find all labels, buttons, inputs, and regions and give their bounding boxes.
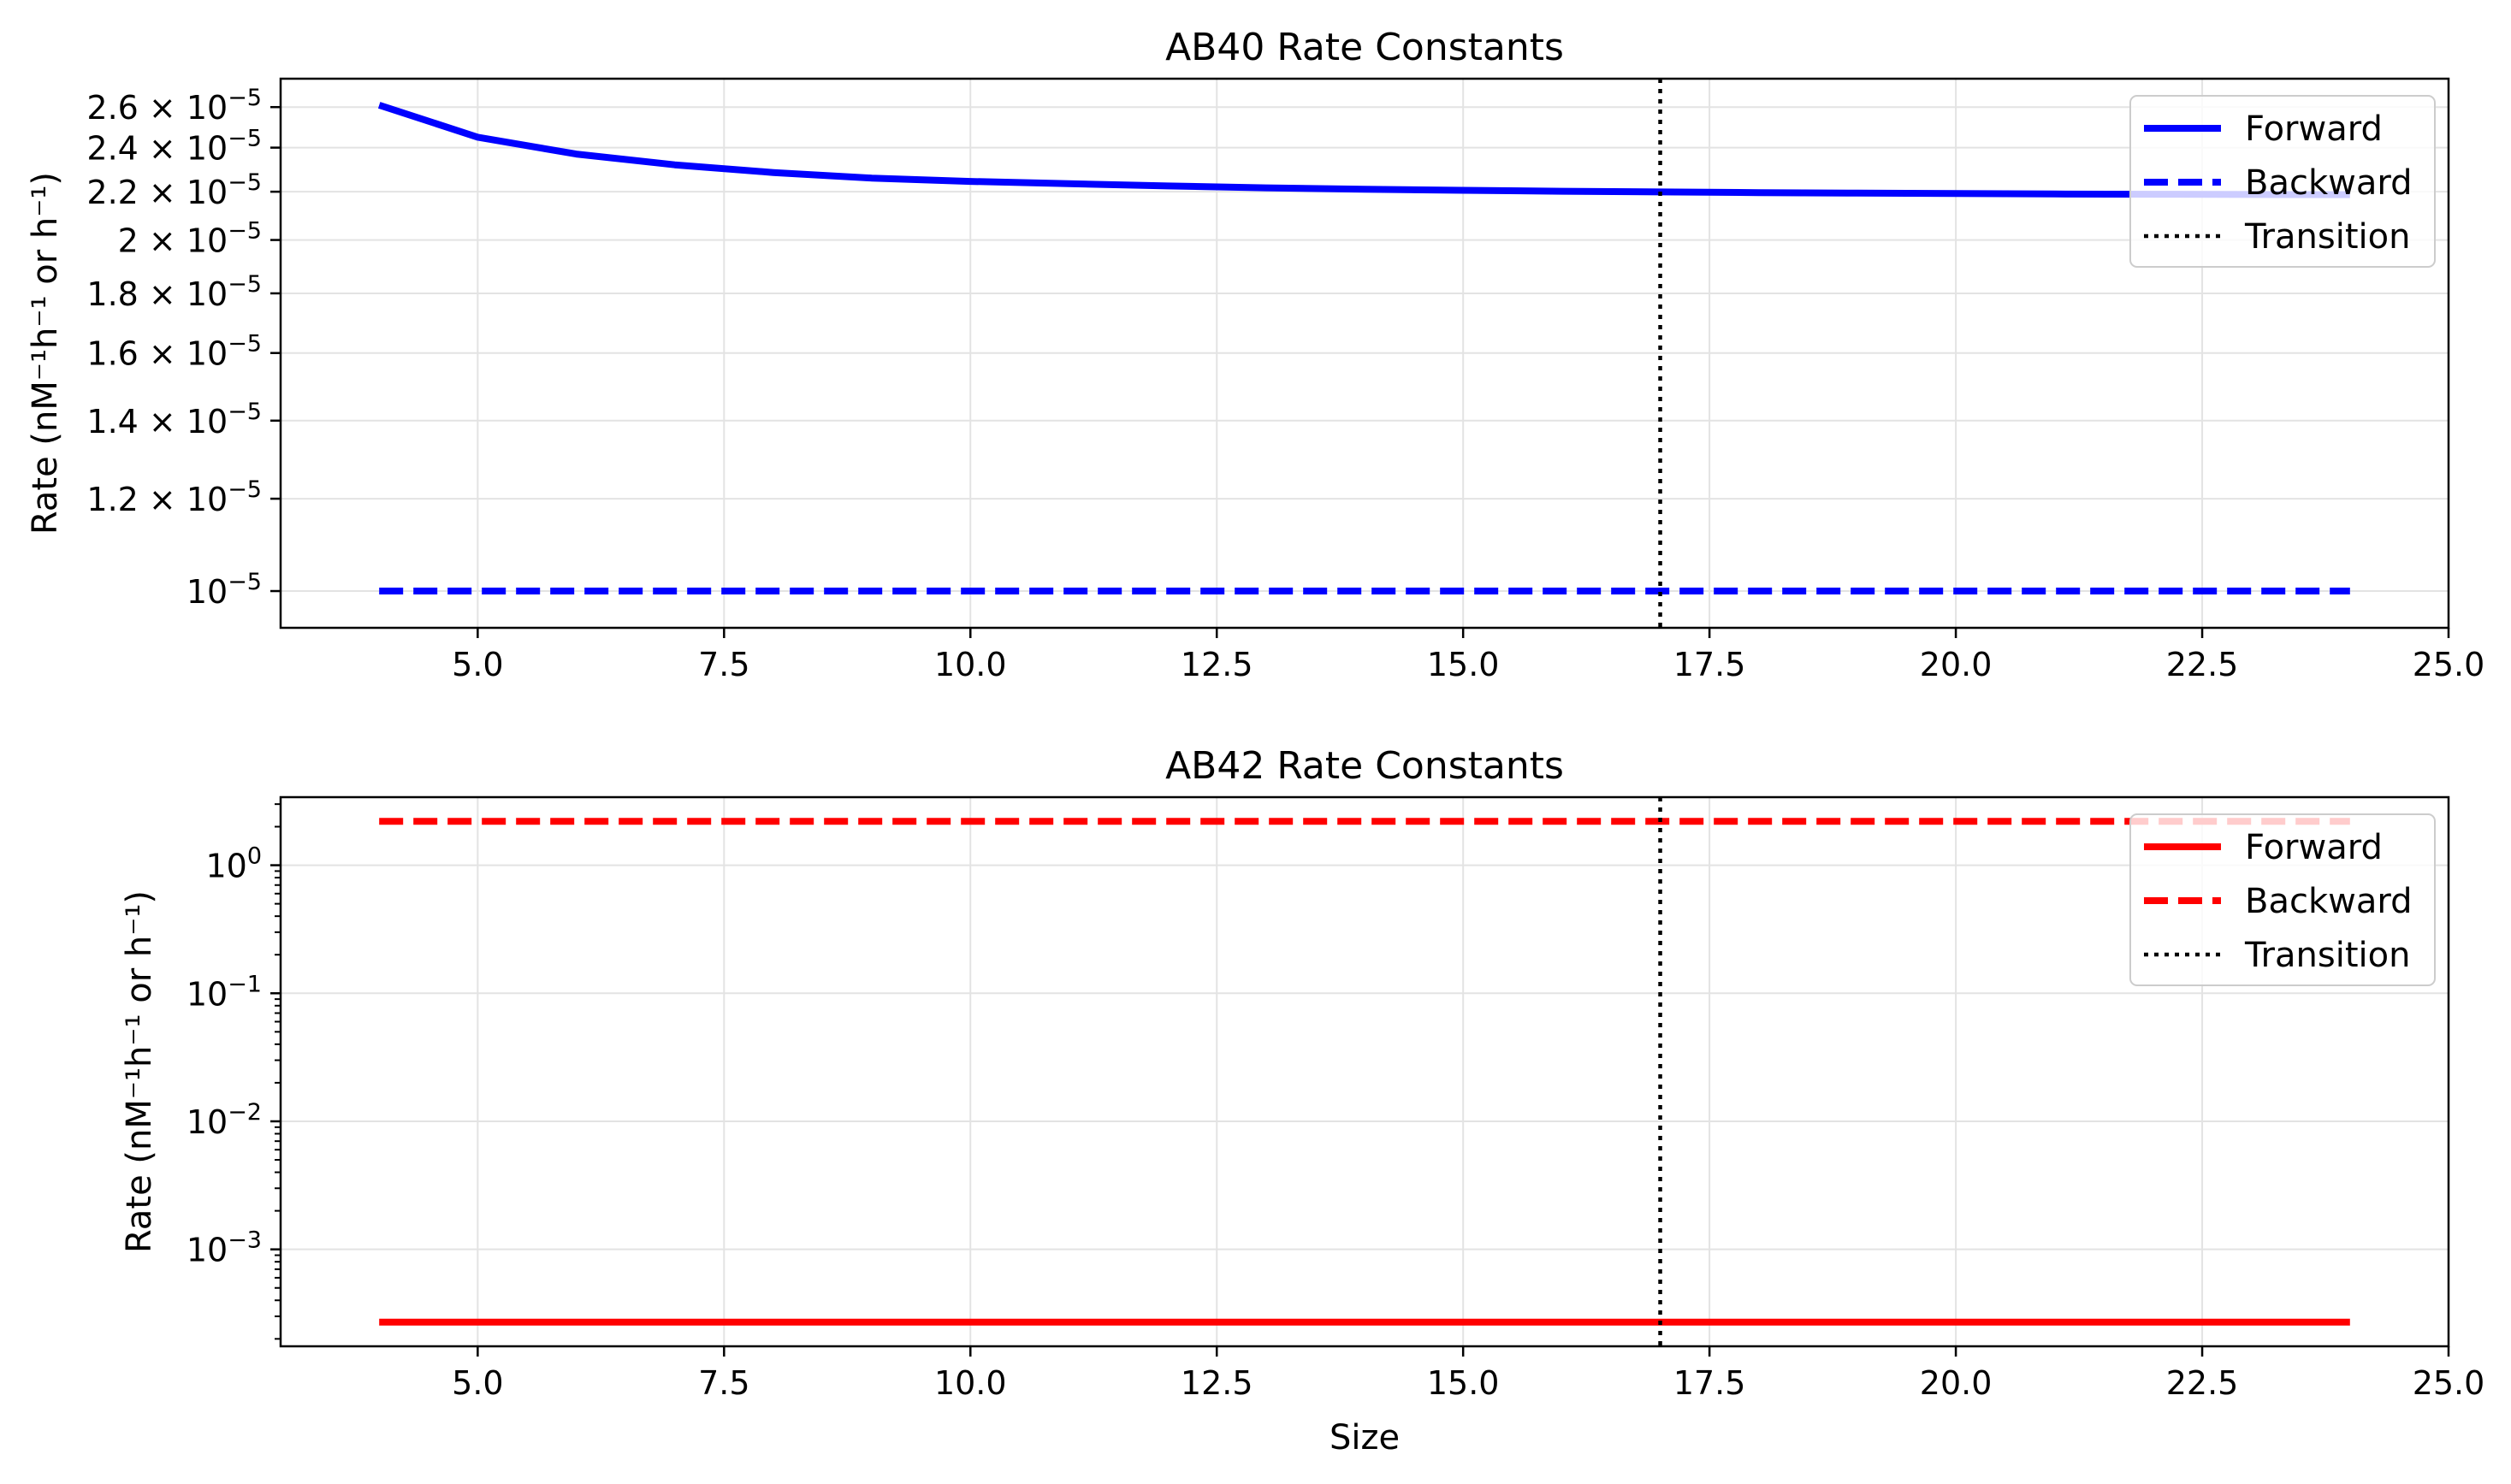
legend-label-transition: Transition <box>2244 936 2410 975</box>
y-tick-label: 2.2 × 10−5 <box>86 169 262 211</box>
x-tick-label: 17.5 <box>1673 1364 1746 1402</box>
plot-area <box>379 797 2350 1346</box>
legend-label-backward: Backward <box>2245 163 2412 203</box>
y-tick-label: 2 × 10−5 <box>118 218 262 260</box>
y-tick-label: 10−3 <box>187 1227 262 1269</box>
legend-label-forward: Forward <box>2245 828 2383 867</box>
chart-title: AB40 Rate Constants <box>1165 26 1564 69</box>
y-tick-label: 2.4 × 10−5 <box>86 126 262 168</box>
x-axis-label: Size <box>1330 1418 1400 1457</box>
x-tick-label: 17.5 <box>1673 646 1746 683</box>
y-tick-label: 10−5 <box>187 569 262 611</box>
y-tick-label: 1.8 × 10−5 <box>86 271 262 313</box>
y-axis-label: Rate (nM⁻¹h⁻¹ or h⁻¹) <box>120 890 159 1253</box>
y-tick-label: 100 <box>205 843 262 885</box>
x-tick-label: 12.5 <box>1181 646 1253 683</box>
x-tick-label: 5.0 <box>452 646 503 683</box>
x-tick-label: 5.0 <box>452 1364 503 1402</box>
y-tick-label: 1.4 × 10−5 <box>86 399 262 440</box>
legend-label-backward: Backward <box>2245 882 2412 921</box>
x-tick-label: 20.0 <box>1920 646 1993 683</box>
x-tick-label: 12.5 <box>1181 1364 1253 1402</box>
chart-title: AB42 Rate Constants <box>1165 744 1564 788</box>
y-tick-label: 10−2 <box>187 1099 262 1141</box>
x-tick-label: 25.0 <box>2413 1364 2485 1402</box>
chart-panel-1: 5.0 7.5 10.0 12.5 15.0 17.5 20.0 22.5 25.0 10−5 1.… <box>26 26 2484 683</box>
x-tick-label: 25.0 <box>2413 646 2485 683</box>
y-tick-label: 2.6 × 10−5 <box>86 85 262 127</box>
y-axis-label: Rate (nM⁻¹h⁻¹ or h⁻¹) <box>26 172 65 535</box>
legend: Forward Backward Transition <box>2129 813 2436 986</box>
plot-area <box>377 79 2350 628</box>
y-tick-label: 10−1 <box>187 971 262 1013</box>
legend-label-forward: Forward <box>2245 109 2383 149</box>
x-tick-label: 20.0 <box>1920 1364 1993 1402</box>
legend-box <box>2129 813 2436 986</box>
x-tick-label: 10.0 <box>934 646 1007 683</box>
x-tick-label: 15.0 <box>1427 646 1500 683</box>
series-line-forward <box>377 102 2350 198</box>
x-tick-label: 22.5 <box>2166 646 2239 683</box>
chart-panel-2: 5.0 7.5 10.0 12.5 15.0 17.5 20.0 22.5 25.0 10−3 10… <box>120 744 2484 1457</box>
legend-box <box>2129 95 2436 268</box>
x-tick-label: 7.5 <box>698 1364 749 1402</box>
axes-frame <box>279 795 2450 1348</box>
x-tick-label: 10.0 <box>934 1364 1007 1402</box>
x-tick-label: 7.5 <box>698 646 749 683</box>
y-tick-label: 1.2 × 10−5 <box>86 476 262 518</box>
legend: Forward Backward Transition <box>2129 95 2436 268</box>
x-tick-label: 15.0 <box>1427 1364 1500 1402</box>
legend-label-transition: Transition <box>2244 217 2410 257</box>
x-tick-label: 22.5 <box>2166 1364 2239 1402</box>
y-tick-label: 1.6 × 10−5 <box>86 331 262 373</box>
